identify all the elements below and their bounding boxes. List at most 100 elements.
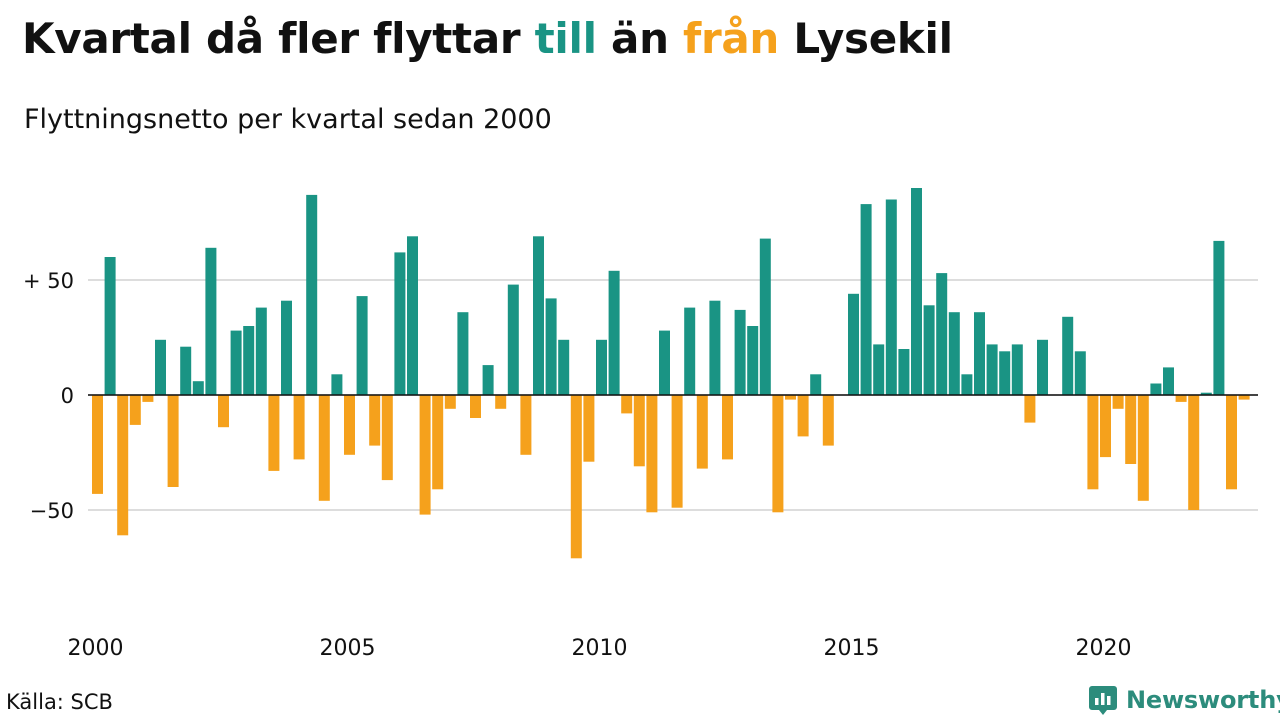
bar-12 — [243, 326, 255, 395]
bar-80 — [1100, 395, 1111, 458]
bar-75 — [1037, 339, 1048, 395]
bar-73 — [1011, 344, 1023, 395]
bar-36 — [545, 298, 557, 395]
bar-33 — [507, 284, 519, 395]
bar-53 — [759, 238, 771, 395]
chart-subtitle: Flyttningsnetto per kvartal sedan 2000 — [24, 104, 552, 135]
x-tick-label: 2005 — [320, 636, 376, 661]
bar-87 — [1188, 395, 1200, 510]
bar-14 — [268, 395, 280, 471]
bar-17 — [306, 194, 318, 395]
bar-37 — [558, 339, 570, 395]
bar-2 — [117, 395, 129, 536]
x-tick-label: 2010 — [572, 636, 628, 661]
bar-67 — [936, 273, 948, 395]
bar-23 — [381, 395, 393, 481]
bar-11 — [230, 330, 242, 395]
bar-49 — [709, 300, 721, 395]
bar-7 — [180, 346, 192, 395]
bar-63 — [885, 199, 897, 395]
bar-44 — [646, 395, 658, 513]
bar-0 — [92, 395, 103, 494]
bar-10 — [218, 395, 229, 428]
bar-47 — [684, 307, 696, 395]
bar-46 — [671, 395, 683, 508]
bar-9 — [205, 247, 217, 395]
bar-54 — [772, 395, 784, 513]
x-tick-label: 2015 — [824, 636, 880, 661]
bars — [92, 188, 1250, 559]
bar-38 — [570, 395, 582, 559]
bar-42 — [621, 395, 633, 414]
bar-66 — [923, 305, 935, 395]
bar-5 — [155, 339, 166, 395]
bar-22 — [369, 395, 381, 446]
bar-6 — [167, 395, 179, 487]
bar-78 — [1074, 351, 1086, 395]
bar-18 — [318, 395, 330, 501]
bar-91 — [1238, 395, 1250, 400]
bar-55 — [785, 395, 796, 400]
bar-1 — [104, 257, 116, 395]
bar-28 — [444, 395, 456, 409]
bar-51 — [734, 309, 746, 395]
bar-62 — [873, 344, 885, 395]
bar-chart: + 50 0 −50 2000 2005 2010 2015 2020 — [23, 188, 1258, 661]
bar-35 — [533, 236, 544, 395]
x-tick-label: 2020 — [1076, 636, 1132, 661]
bar-24 — [394, 252, 406, 395]
title-part-2: än — [596, 14, 683, 63]
bar-84 — [1150, 383, 1162, 395]
bar-25 — [407, 236, 418, 395]
source-credit: Källa: SCB — [6, 690, 113, 714]
bar-43 — [633, 395, 645, 467]
bar-15 — [281, 300, 292, 395]
bar-26 — [419, 395, 431, 515]
bar-56 — [797, 395, 809, 437]
bar-71 — [986, 344, 998, 395]
title-part-1: Kvartal då fler flyttar — [22, 14, 535, 63]
bar-4 — [142, 395, 154, 402]
bar-64 — [898, 349, 910, 395]
bar-72 — [999, 351, 1011, 395]
bar-19 — [331, 374, 343, 395]
bar-48 — [696, 395, 708, 469]
bar-65 — [911, 188, 922, 395]
bar-79 — [1087, 395, 1099, 490]
bar-13 — [255, 307, 267, 395]
chart-title: Kvartal då fler flyttar till än från Lys… — [22, 14, 953, 63]
bar-3 — [129, 395, 141, 425]
title-till: till — [534, 14, 597, 63]
bar-86 — [1175, 395, 1187, 402]
title-fran: från — [683, 14, 780, 63]
bar-30 — [470, 395, 481, 418]
bar-8 — [192, 381, 204, 395]
bar-20 — [344, 395, 355, 455]
bar-70 — [974, 312, 985, 395]
bar-69 — [961, 374, 973, 395]
x-tick-label: 2000 — [68, 636, 124, 661]
bar-50 — [722, 395, 733, 460]
bar-39 — [583, 395, 595, 462]
newsworthy-chart-icon — [1089, 686, 1117, 715]
bar-83 — [1137, 395, 1149, 501]
bar-40 — [596, 339, 607, 395]
bar-89 — [1213, 240, 1225, 395]
bar-57 — [810, 374, 822, 395]
brand-name: Newsworthy — [1126, 686, 1280, 714]
bar-61 — [860, 204, 872, 395]
axes: + 50 0 −50 2000 2005 2010 2015 2020 — [23, 269, 1258, 661]
bar-58 — [822, 395, 834, 446]
bar-60 — [848, 293, 859, 395]
bar-31 — [482, 365, 494, 395]
bar-82 — [1125, 395, 1137, 464]
bar-68 — [948, 312, 960, 395]
bar-81 — [1112, 395, 1124, 409]
bar-32 — [495, 395, 507, 409]
bar-52 — [747, 326, 759, 395]
bar-85 — [1163, 367, 1174, 395]
bar-34 — [520, 395, 532, 455]
title-part-3: Lysekil — [779, 14, 953, 63]
brand-logo: Newsworthy — [1088, 684, 1280, 716]
bar-16 — [293, 395, 305, 460]
